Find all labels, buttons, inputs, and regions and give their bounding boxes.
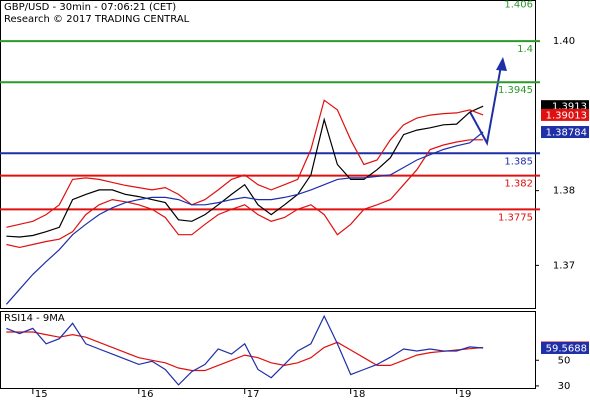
level-label: 1.406 xyxy=(504,0,533,10)
x-tick-label: 18 xyxy=(353,389,366,400)
y-tick-label: 50 xyxy=(558,355,571,366)
level-label: 1.3775 xyxy=(498,212,533,223)
rsi-panel xyxy=(0,311,536,389)
price-panel xyxy=(0,0,536,309)
projection-arrow-head xyxy=(496,57,507,71)
price-tag-label: 1.38784 xyxy=(546,128,587,139)
series-line xyxy=(6,331,484,372)
level-label: 1.3945 xyxy=(498,85,533,96)
price-tag-label: 59.5688 xyxy=(546,343,587,354)
y-tick-label: 1.38 xyxy=(553,186,575,197)
price-tag-label: 1.39013 xyxy=(546,110,587,121)
chart-subtitle: Research © 2017 TRADING CENTRAL xyxy=(4,14,190,25)
y-tick-label: 1.37 xyxy=(553,260,575,271)
price-tag xyxy=(541,108,589,121)
y-tick-label: 30 xyxy=(558,381,571,392)
chart-title: GBP/USD - 30min - 07:06:21 (CET) xyxy=(4,2,176,13)
x-tick-label: 17 xyxy=(247,389,260,400)
series-line xyxy=(6,105,484,238)
x-tick-label: 15 xyxy=(35,389,48,400)
level-label: 1.385 xyxy=(504,156,533,167)
series-line xyxy=(6,139,484,249)
projection-arrow xyxy=(469,65,502,146)
price-tag xyxy=(541,341,589,354)
rsi-title: RSI14 - 9MA xyxy=(4,313,65,324)
series-line xyxy=(6,99,484,228)
price-tag-label: 1.3913 xyxy=(552,102,587,113)
price-tag xyxy=(541,126,589,139)
series-line xyxy=(5,131,484,305)
y-tick-label: 1.40 xyxy=(553,36,575,47)
level-label: 1.4 xyxy=(517,44,533,55)
x-tick-label: 16 xyxy=(141,389,154,400)
level-label: 1.382 xyxy=(504,179,533,190)
x-tick-label: 19 xyxy=(459,389,472,400)
series-line xyxy=(6,314,484,386)
